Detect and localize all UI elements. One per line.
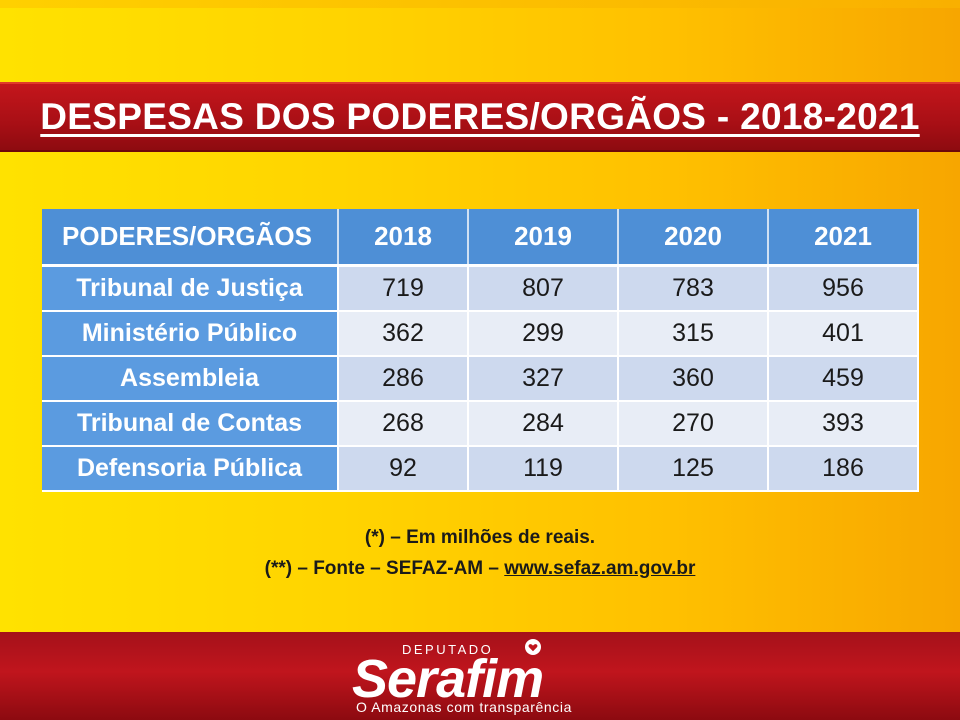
cell-value: 459 [768, 356, 919, 402]
cell-value: 119 [468, 446, 619, 492]
row-label: Tribunal de Justiça [42, 265, 339, 312]
header-2020: 2020 [618, 209, 769, 267]
cell-value: 783 [618, 265, 769, 312]
table-row: Defensoria Pública 92 119 125 186 [42, 446, 919, 492]
row-label: Tribunal de Contas [42, 401, 339, 447]
title-bar: DESPESAS DOS PODERES/ORGÃOS - 2018-2021 [0, 82, 960, 152]
footnote-source-text: (**) – Fonte – SEFAZ-AM – [264, 558, 505, 579]
cell-value: 299 [468, 311, 619, 357]
serafim-logo: DEPUTADO Serafim O Amazonas com transpar… [342, 636, 620, 720]
header-2021: 2021 [768, 209, 919, 267]
header-2018: 2018 [338, 209, 469, 267]
cell-value: 92 [338, 446, 469, 492]
cell-value: 327 [468, 356, 619, 402]
header-poderes: PODERES/ORGÃOS [42, 209, 339, 267]
expenses-table: PODERES/ORGÃOS 2018 2019 2020 2021 Tribu… [42, 209, 919, 492]
table-row: Tribunal de Justiça 719 807 783 956 [42, 265, 919, 312]
cell-value: 125 [618, 446, 769, 492]
cell-value: 401 [768, 311, 919, 357]
source-link[interactable]: www.sefaz.am.gov.br [504, 558, 696, 579]
table-row: Ministério Público 362 299 315 401 [42, 311, 919, 357]
footer-bar: DEPUTADO Serafim O Amazonas com transpar… [0, 632, 960, 720]
row-label: Ministério Público [42, 311, 339, 357]
row-label: Defensoria Pública [42, 446, 339, 492]
logo-deputado: DEPUTADO [402, 642, 494, 657]
heart-icon [525, 639, 541, 655]
cell-value: 315 [618, 311, 769, 357]
cell-value: 956 [768, 265, 919, 312]
table-header-row: PODERES/ORGÃOS 2018 2019 2020 2021 [42, 209, 919, 267]
logo-tagline: O Amazonas com transparência [356, 699, 573, 715]
cell-value: 807 [468, 265, 619, 312]
footnote-source: (**) – Fonte – SEFAZ-AM – www.sefaz.am.g… [0, 553, 960, 584]
cell-value: 393 [768, 401, 919, 447]
cell-value: 270 [618, 401, 769, 447]
cell-value: 360 [618, 356, 769, 402]
cell-value: 719 [338, 265, 469, 312]
top-strip [0, 0, 960, 8]
cell-value: 268 [338, 401, 469, 447]
table-row: Assembleia 286 327 360 459 [42, 356, 919, 402]
cell-value: 286 [338, 356, 469, 402]
footnote-units: (*) – Em milhões de reais. [364, 527, 596, 548]
cell-value: 362 [338, 311, 469, 357]
cell-value: 186 [768, 446, 919, 492]
logo-name: Serafim [352, 649, 544, 709]
cell-value: 284 [468, 401, 619, 447]
row-label: Assembleia [42, 356, 339, 402]
page-title: DESPESAS DOS PODERES/ORGÃOS - 2018-2021 [40, 96, 920, 137]
footnotes: (*) – Em milhões de reais. (**) – Fonte … [0, 522, 960, 584]
header-2019: 2019 [468, 209, 619, 267]
table-row: Tribunal de Contas 268 284 270 393 [42, 401, 919, 447]
